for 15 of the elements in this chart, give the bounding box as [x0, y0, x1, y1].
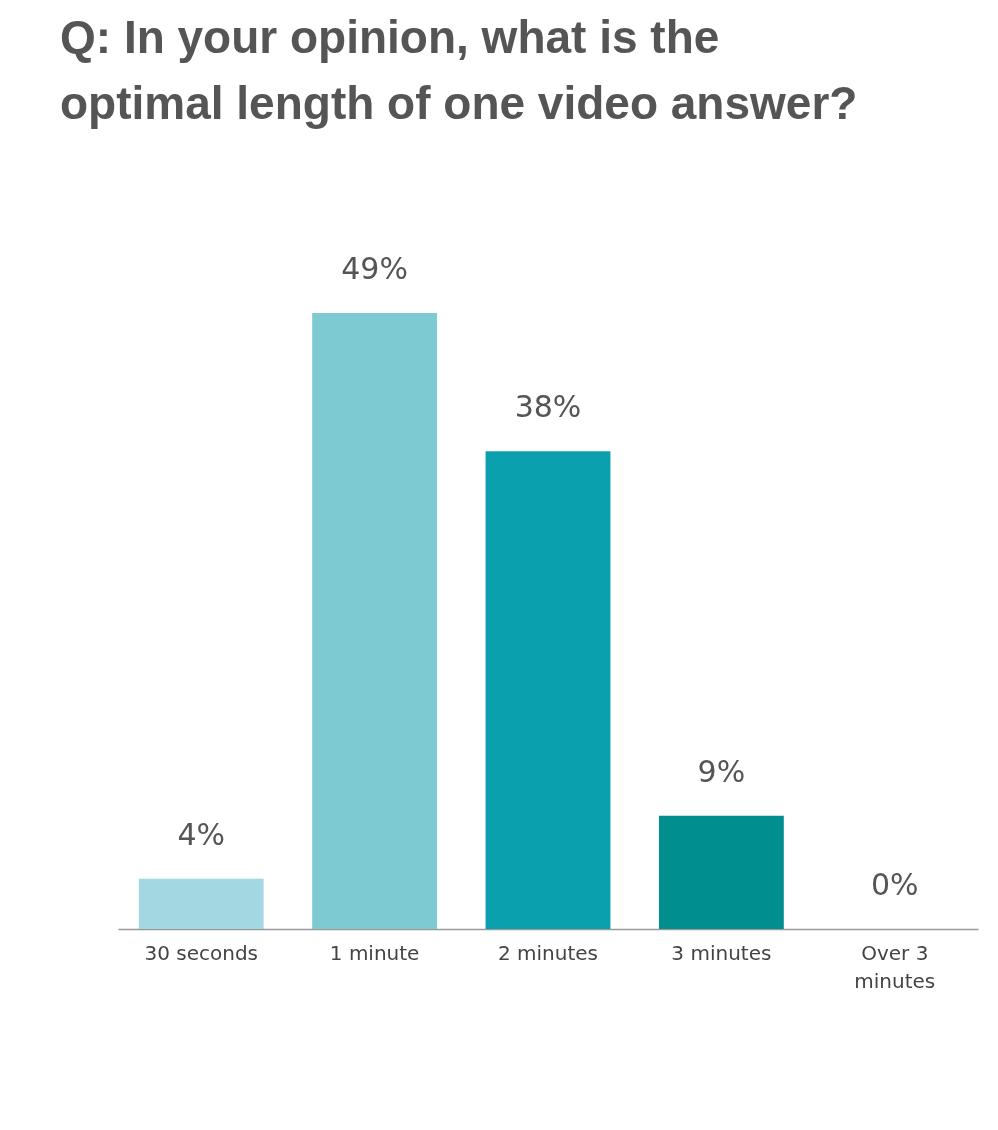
x-tick-label: 3 minutes: [671, 940, 772, 965]
data-label: 0%: [870, 867, 919, 902]
bar: [312, 312, 438, 929]
x-tick-label: Over 3 minutes: [854, 940, 936, 993]
data-label: 4%: [177, 816, 226, 852]
chart-title: Q: In your opinion, what is the optimal length of one video answer?: [60, 11, 858, 129]
x-tick-label: 1 minute: [329, 940, 420, 965]
x-tick-label: 30 seconds: [144, 940, 259, 965]
bar: [485, 451, 611, 929]
data-label: 49%: [341, 250, 408, 286]
data-label: 9%: [697, 753, 746, 789]
data-label: 38%: [514, 389, 582, 425]
x-tick-label: 2 minutes: [497, 940, 599, 965]
bar: [658, 815, 784, 929]
bar: [138, 878, 264, 929]
